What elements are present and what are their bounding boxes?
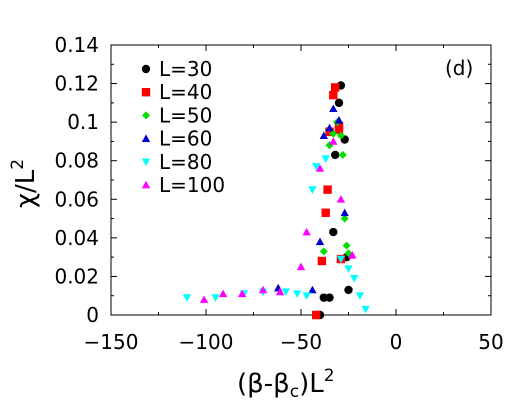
data-point	[342, 241, 351, 250]
data-point	[211, 294, 220, 302]
data-point	[321, 208, 330, 217]
data-point	[182, 294, 192, 302]
data-points	[182, 81, 370, 320]
data-point	[340, 208, 349, 217]
data-point	[331, 150, 340, 160]
data-point	[302, 292, 311, 300]
legend-marker	[142, 111, 150, 120]
data-point	[315, 164, 325, 172]
x-tick-label: 0	[390, 330, 403, 354]
data-point	[340, 214, 349, 223]
data-point	[315, 237, 325, 246]
data-point	[275, 287, 285, 296]
series-4	[182, 155, 370, 314]
panel-label: (d)	[445, 56, 473, 80]
legend-marker	[141, 64, 151, 74]
y-axis-title: χ/L2	[8, 159, 41, 208]
legend-label: L=40	[159, 80, 212, 104]
data-point	[325, 293, 334, 302]
axis-ticks	[110, 44, 492, 316]
data-point	[319, 247, 328, 256]
legend-label: L=50	[159, 103, 212, 127]
data-point	[361, 305, 370, 314]
data-point	[344, 285, 353, 295]
y-tick-label: 0.14	[54, 33, 99, 57]
data-point	[336, 255, 346, 264]
x-axis-title-main: (β-β	[237, 369, 290, 399]
data-point	[334, 98, 344, 108]
data-point	[350, 274, 359, 283]
tick-labels: −150 −100 −50 0 50 0 0.02 0.04 0.06 0.08 0.1 0.12 0.…	[54, 33, 503, 354]
data-point	[338, 150, 347, 159]
legend-label: L=30	[159, 57, 212, 81]
x-tick-label: −150	[84, 330, 139, 354]
data-point	[334, 116, 344, 124]
data-point	[308, 285, 317, 294]
data-point	[237, 289, 247, 298]
y-tick-label: 0	[86, 303, 99, 327]
data-point	[293, 290, 302, 298]
data-point	[329, 129, 338, 138]
data-point	[329, 104, 338, 113]
legend-marker	[141, 88, 151, 97]
y-axis-title-superscript: 2	[8, 159, 28, 170]
data-point	[336, 131, 345, 140]
y-tick-label: 0.04	[54, 226, 99, 250]
series-3	[274, 104, 349, 294]
x-tick-label: −100	[179, 330, 234, 354]
series-5	[199, 137, 357, 303]
data-point	[317, 256, 327, 266]
x-axis-title: (β-βc)L2	[237, 366, 335, 402]
data-point	[329, 137, 338, 145]
y-tick-label: 0.12	[54, 72, 99, 96]
data-point	[344, 249, 353, 258]
data-point	[302, 227, 311, 236]
series-0	[312, 81, 353, 320]
data-point	[325, 127, 334, 136]
data-point	[308, 186, 317, 194]
y-tick-label: 0.06	[54, 187, 99, 211]
legend-label: L=60	[159, 127, 212, 151]
legend: L=30L=40L=50L=60L=80L=100	[141, 57, 225, 197]
data-point	[329, 90, 338, 100]
legend-marker	[141, 158, 151, 166]
data-point	[258, 285, 268, 294]
legend-label: L=80	[159, 150, 212, 174]
data-point	[218, 289, 228, 298]
data-point	[331, 83, 340, 92]
x-axis-title-superscript: 2	[324, 366, 335, 386]
data-point	[296, 262, 306, 271]
data-point	[336, 195, 346, 203]
data-point	[325, 123, 334, 132]
legend-marker	[141, 180, 151, 189]
data-point	[199, 295, 209, 303]
y-tick-label: 0.02	[54, 264, 99, 288]
y-tick-label: 0.1	[67, 110, 99, 134]
data-point	[344, 265, 353, 273]
legend-label: L=100	[159, 173, 225, 197]
y-tick-label: 0.08	[54, 149, 99, 173]
x-axis-title-subscript: c	[290, 382, 299, 402]
data-point	[348, 251, 357, 259]
x-tick-label: 50	[478, 330, 503, 354]
data-point	[355, 292, 365, 300]
data-point	[281, 288, 290, 297]
data-point	[323, 185, 332, 194]
data-point	[312, 310, 321, 320]
y-axis-title-main: χ/L	[11, 169, 41, 208]
data-point	[319, 131, 328, 140]
data-point	[321, 155, 330, 163]
legend-marker	[141, 134, 151, 142]
data-point	[329, 227, 338, 237]
data-point	[325, 141, 334, 150]
x-tick-label: −50	[280, 330, 322, 354]
x-axis-title-tail: )L	[299, 369, 324, 399]
series-2	[319, 118, 353, 258]
data-point	[334, 125, 344, 135]
data-point	[312, 163, 321, 171]
